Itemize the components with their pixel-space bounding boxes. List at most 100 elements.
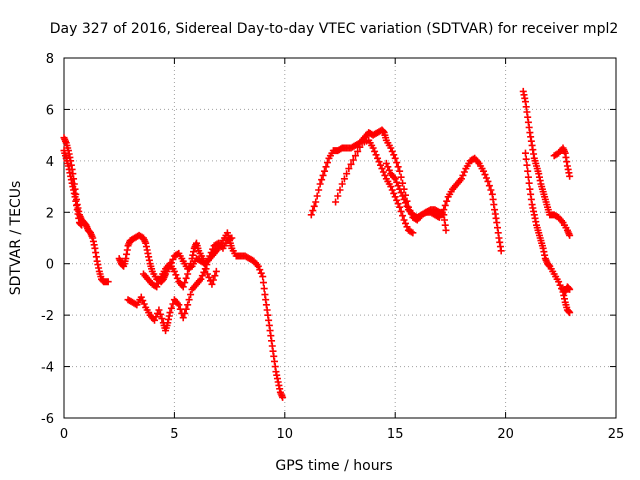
data-point [139,297,147,305]
data-point [173,274,181,282]
x-tick-label: 15 [387,427,404,442]
data-point [369,144,377,152]
data-point [175,301,183,309]
data-point [316,180,324,188]
data-point [166,309,174,317]
series-seg-g [519,87,574,239]
axis-ticks: 0 5 10 15 20 25 -6 -4 -2 0 2 4 6 8 [41,52,624,442]
data-point [481,171,489,179]
y-tick-label: 6 [46,103,54,118]
data-point [155,306,163,314]
data-point [201,260,209,268]
data-point [566,309,574,317]
data-point [566,231,574,239]
data-point [345,165,353,173]
data-point [156,276,164,284]
data-point [307,211,315,219]
data-point [212,267,220,275]
chart-title: Day 327 of 2016, Sidereal Day-to-day VTE… [50,21,619,37]
data-point [555,278,563,286]
data-point [179,314,187,322]
data-point [566,285,574,293]
data-point [402,199,410,207]
data-point [336,186,344,194]
data-point [375,158,383,166]
data-point [397,207,405,215]
data-point [442,226,450,234]
data-point [169,255,177,263]
data-point [393,159,401,167]
data-point [185,296,193,304]
data-point [176,305,184,313]
data-point [349,156,357,164]
y-tick-label: -6 [41,412,54,427]
data-point [78,221,86,229]
x-tick-label: 10 [277,427,294,442]
data-marks [60,87,574,401]
data-point [332,198,340,206]
data-point [400,216,408,224]
plot-frame [63,57,617,419]
data-point [399,192,407,200]
data-point [185,265,193,273]
data-point [403,223,411,231]
data-point [202,265,210,273]
x-axis-label: GPS time / hours [275,458,392,474]
data-point [334,192,342,200]
data-point [254,262,262,270]
data-point [309,207,317,215]
x-tick-label: 20 [497,427,514,442]
series-seg-a-upper [60,134,112,286]
data-point [198,272,206,280]
data-point [382,159,390,167]
data-point [394,182,402,190]
data-point [152,313,160,321]
data-point [388,186,396,194]
data-point [374,154,382,162]
series-seg-c [124,234,236,335]
data-point [385,166,393,174]
data-point [524,167,532,175]
data-point [206,252,214,260]
series-seg-f [382,154,505,255]
data-point [208,280,216,288]
x-tick-label: 0 [60,427,68,442]
data-point [402,219,410,227]
data-point [485,182,493,190]
data-point [322,163,330,171]
data-point [257,269,265,277]
data-point [390,189,398,197]
data-point [441,201,449,209]
data-point [459,171,467,179]
data-point [170,267,178,275]
data-point [396,185,404,193]
data-point [312,198,320,206]
data-point [310,202,318,210]
data-point [399,179,407,187]
data-point [260,285,268,293]
data-point [522,155,530,163]
data-point [154,279,162,287]
data-point [199,255,207,263]
series-seg-a-lower [60,147,86,229]
data-point [158,315,166,323]
data-point [521,149,529,157]
data-point [182,274,190,282]
data-point [209,276,217,284]
data-point [343,170,351,178]
data-point [153,283,161,291]
data-point [397,173,405,181]
data-point [394,163,402,171]
data-point [393,178,401,186]
data-point [356,143,364,151]
data-point [354,147,362,155]
data-point [391,193,399,201]
data-point [388,147,396,155]
data-point [140,300,148,308]
data-point [351,152,359,160]
y-tick-label: -4 [41,361,54,376]
data-point [397,189,405,197]
data-point [207,249,215,257]
data-point [338,180,346,188]
